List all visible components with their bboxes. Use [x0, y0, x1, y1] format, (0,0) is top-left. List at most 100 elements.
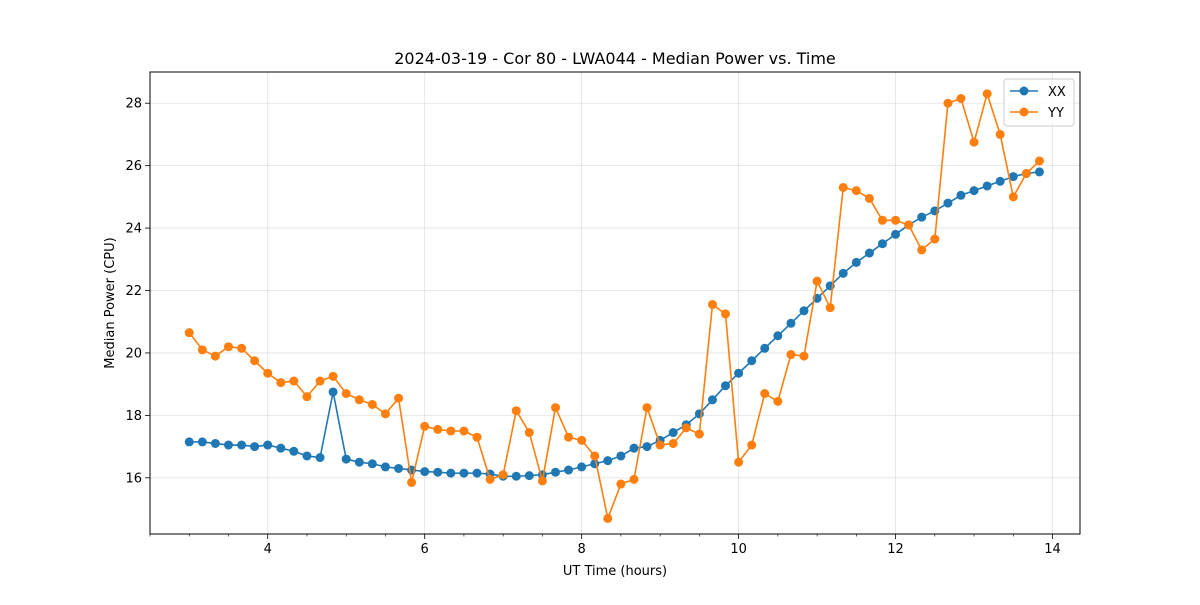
x-axis-label: UT Time (hours)	[563, 564, 667, 579]
data-point-yy	[223, 342, 233, 352]
data-point-yy	[250, 356, 260, 366]
data-point-yy	[799, 351, 809, 361]
data-point-xx	[367, 459, 377, 469]
data-point-yy	[812, 276, 822, 286]
series-xx	[184, 167, 1044, 481]
data-point-yy	[380, 409, 390, 419]
data-point-yy	[851, 186, 861, 196]
x-tick-label: 8	[578, 542, 586, 557]
data-point-xx	[760, 343, 770, 353]
data-point-xx	[511, 471, 521, 481]
y-tick-label: 28	[125, 97, 142, 112]
y-tick-label: 24	[125, 222, 142, 237]
data-point-yy	[237, 343, 247, 353]
data-point-yy	[655, 440, 665, 450]
data-point-xx	[629, 443, 639, 453]
data-point-xx	[1008, 172, 1018, 182]
data-point-xx	[354, 457, 364, 467]
data-point-xx	[616, 451, 626, 461]
x-tick-label: 12	[887, 542, 904, 557]
data-point-yy	[943, 98, 953, 108]
y-tick-label: 22	[125, 284, 142, 299]
legend-label-yy: YY	[1047, 106, 1064, 121]
data-point-yy	[694, 429, 704, 439]
data-point-yy	[263, 368, 273, 378]
data-point-yy	[616, 479, 626, 489]
data-point-yy	[459, 426, 469, 436]
data-point-yy	[773, 396, 783, 406]
data-point-yy	[367, 399, 377, 409]
data-point-xx	[446, 468, 456, 478]
data-point-yy	[537, 476, 547, 486]
data-point-yy	[420, 421, 430, 431]
data-point-xx	[707, 395, 717, 405]
data-point-xx	[276, 443, 286, 453]
data-point-yy	[969, 137, 979, 147]
x-tick-label: 14	[1044, 542, 1061, 557]
y-tick-label: 16	[125, 471, 142, 486]
data-point-xx	[459, 468, 469, 478]
data-point-xx	[564, 465, 574, 475]
data-point-xx	[642, 442, 652, 452]
data-point-yy	[302, 392, 312, 402]
data-point-yy	[930, 234, 940, 244]
data-point-yy	[524, 428, 534, 438]
series-layer	[184, 89, 1044, 523]
axis-ticks: 4 6 8 10 12 14 16 18 20 22 24 26 28	[125, 97, 1060, 557]
data-point-yy	[995, 129, 1005, 139]
data-point-xx	[577, 462, 587, 472]
data-point-yy	[760, 389, 770, 399]
data-point-yy	[747, 440, 757, 450]
data-point-yy	[289, 376, 299, 386]
data-point-yy	[1034, 156, 1044, 166]
data-point-xx	[786, 318, 796, 328]
data-point-xx	[433, 467, 443, 477]
data-point-yy	[734, 457, 744, 467]
data-point-xx	[315, 453, 325, 463]
data-point-xx	[734, 368, 744, 378]
data-point-yy	[838, 183, 848, 192]
data-point-yy	[498, 470, 508, 480]
y-tick-label: 26	[125, 159, 142, 174]
data-point-xx	[943, 198, 953, 208]
y-tick-label: 20	[125, 346, 142, 361]
y-axis-label: Median Power (CPU)	[103, 237, 118, 368]
chart-title: 2024-03-19 - Cor 80 - LWA044 - Median Po…	[394, 49, 836, 68]
data-point-xx	[982, 181, 992, 191]
data-point-yy	[825, 303, 835, 313]
data-point-xx	[1034, 167, 1044, 177]
legend-marker-xx	[1019, 86, 1029, 96]
data-point-xx	[237, 440, 247, 450]
data-point-yy	[328, 371, 338, 381]
data-point-yy	[721, 309, 730, 319]
grid-lines	[150, 72, 1080, 534]
data-point-xx	[380, 462, 390, 472]
data-point-xx	[668, 428, 678, 438]
data-point-xx	[851, 257, 861, 267]
data-point-yy	[864, 193, 874, 203]
data-point-xx	[917, 212, 927, 222]
data-point-xx	[773, 331, 783, 341]
data-point-xx	[877, 239, 887, 249]
data-point-xx	[250, 442, 260, 452]
x-tick-label: 4	[264, 542, 272, 557]
data-point-xx	[838, 268, 848, 278]
data-point-yy	[446, 426, 456, 436]
data-point-xx	[864, 248, 874, 258]
data-point-yy	[354, 395, 364, 405]
x-tick-label: 10	[730, 542, 747, 557]
plot-frame	[149, 71, 1081, 535]
data-point-yy	[681, 423, 691, 433]
data-point-yy	[629, 474, 639, 484]
data-point-yy	[1008, 192, 1018, 202]
data-point-yy	[786, 350, 796, 360]
data-point-xx	[721, 381, 730, 391]
data-point-yy	[472, 432, 482, 442]
data-point-yy	[341, 389, 351, 399]
data-point-xx	[302, 451, 312, 461]
data-point-xx	[472, 468, 482, 478]
data-point-yy	[184, 328, 194, 338]
data-point-xx	[394, 463, 404, 473]
data-point-yy	[485, 474, 495, 484]
